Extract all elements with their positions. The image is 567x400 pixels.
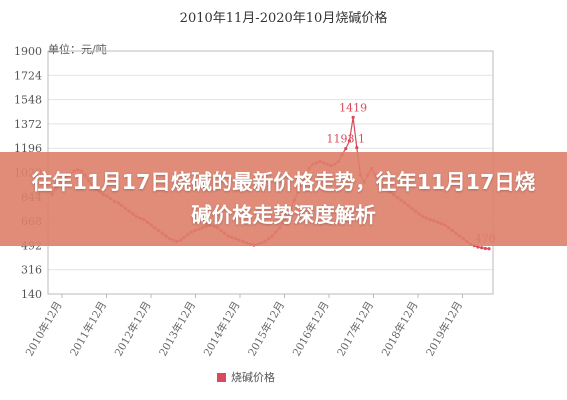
x-tick-label: 2011年12月	[67, 299, 109, 358]
data-point	[476, 245, 480, 249]
x-tick-label: 2012年12月	[112, 299, 154, 358]
y-tick-label: 1196	[14, 142, 42, 155]
y-tick-label: 1900	[14, 45, 42, 58]
y-tick-label: 1724	[14, 69, 42, 82]
data-label: 1193.1	[327, 133, 366, 146]
unit-label: 单位：元/吨	[48, 42, 107, 56]
y-tick-label: 1372	[14, 118, 42, 131]
y-tick-label: 316	[21, 264, 42, 277]
legend: 烧碱价格	[217, 370, 275, 384]
x-tick-label: 2017年12月	[334, 299, 376, 358]
x-tick-label: 2018年12月	[379, 299, 421, 358]
data-point	[483, 246, 487, 251]
data-point	[355, 146, 359, 150]
x-axis: 2010年12月 2011年12月 2012年12月 2013年12月 2014年12月…	[23, 294, 465, 358]
x-tick-label: 2015年12月	[245, 299, 287, 358]
data-point	[351, 115, 355, 120]
legend-swatch	[217, 373, 226, 382]
chart-title: 2010年11月-2020年10月烧碱价格	[180, 10, 388, 26]
headline-banner: 往年11月17日烧碱的最新价格走势，往年11月17日烧碱价格走势深度解析	[0, 152, 567, 246]
x-tick-label: 2014年12月	[201, 299, 243, 358]
data-point	[487, 247, 491, 251]
data-label: 1419	[339, 101, 367, 114]
headline-text: 往年11月17日烧碱的最新价格走势，往年11月17日烧碱价格走势深度解析	[31, 170, 536, 227]
x-tick-label: 2013年12月	[156, 299, 198, 358]
data-point	[347, 139, 352, 143]
y-tick-label: 1548	[14, 94, 42, 107]
data-point	[344, 147, 348, 151]
data-point	[480, 246, 484, 250]
x-tick-label: 2016年12月	[290, 299, 332, 358]
x-tick-label: 2019年12月	[423, 299, 465, 358]
x-tick-label: 2010年12月	[23, 299, 65, 358]
y-tick-label: 140	[21, 288, 42, 301]
legend-label: 烧碱价格	[231, 370, 275, 384]
